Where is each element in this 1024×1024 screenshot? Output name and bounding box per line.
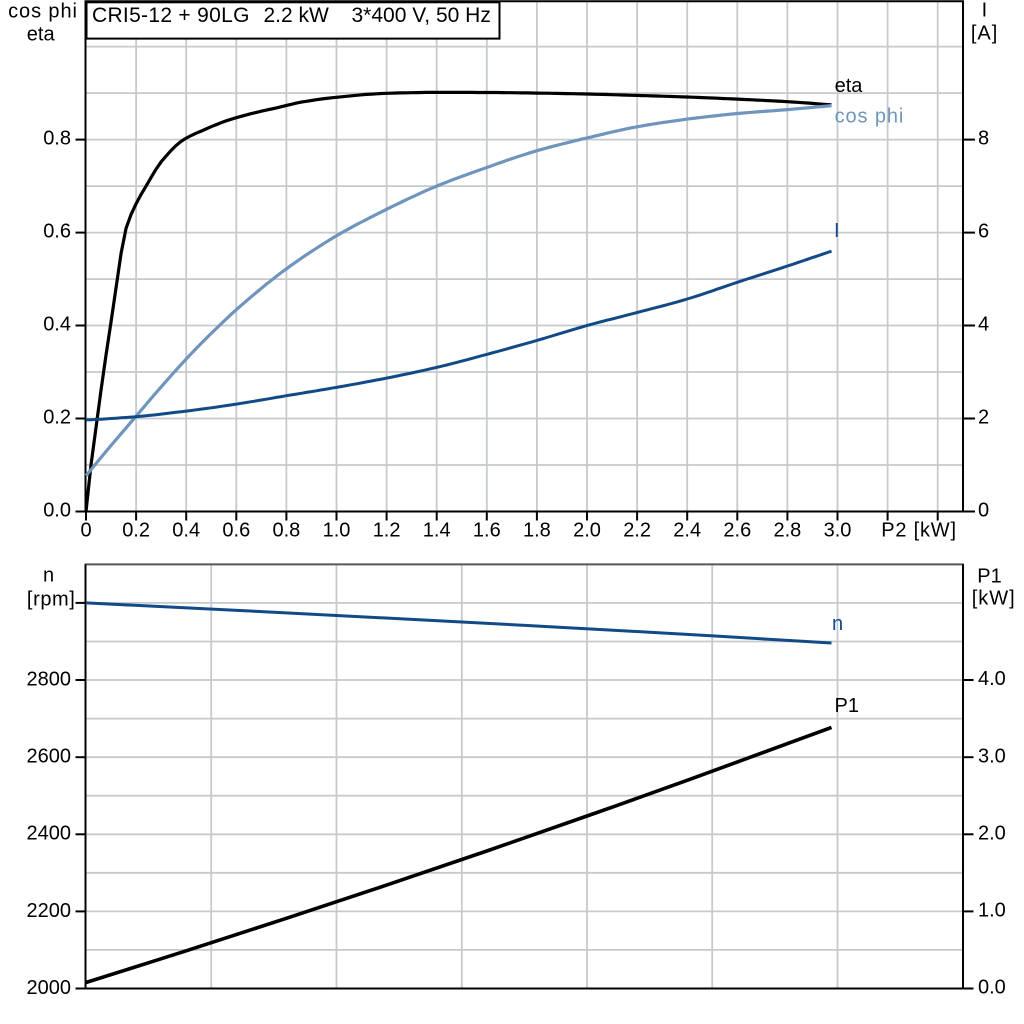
svg-text:2600: 2600 [27,746,72,768]
svg-text:2200: 2200 [27,900,72,922]
svg-text:0.4: 0.4 [43,314,71,336]
svg-text:2.8: 2.8 [773,520,801,542]
svg-text:n: n [832,613,843,635]
svg-text:6: 6 [978,221,989,243]
svg-text:2: 2 [978,407,989,429]
svg-text:eta: eta [835,75,864,97]
svg-text:0: 0 [978,500,989,522]
svg-text:8: 8 [978,128,989,150]
svg-text:0.8: 0.8 [272,520,300,542]
svg-text:[A]: [A] [971,22,998,44]
svg-text:cos phi: cos phi [8,1,78,23]
svg-text:I: I [834,220,840,242]
svg-text:1.6: 1.6 [473,520,501,542]
svg-text:1.0: 1.0 [323,520,351,542]
svg-text:cos phi: cos phi [835,106,905,128]
svg-text:P1: P1 [977,566,1001,588]
svg-text:0.0: 0.0 [978,977,1006,999]
svg-text:0.4: 0.4 [172,520,200,542]
svg-text:P1: P1 [835,695,859,717]
svg-text:0.6: 0.6 [222,520,250,542]
svg-text:P2 [kW]: P2 [kW] [881,520,957,542]
svg-text:0.2: 0.2 [122,520,150,542]
svg-text:2800: 2800 [27,668,72,690]
svg-text:3.0: 3.0 [824,520,852,542]
svg-text:1.4: 1.4 [423,520,451,542]
svg-text:2.0: 2.0 [573,520,601,542]
svg-text:2.2 kW: 2.2 kW [264,4,330,27]
svg-text:2.6: 2.6 [723,520,751,542]
svg-text:CRI5-12 + 90LG: CRI5-12 + 90LG [92,4,250,27]
svg-text:0: 0 [80,520,91,542]
svg-text:3.0: 3.0 [978,745,1006,767]
svg-text:1.8: 1.8 [523,520,551,542]
svg-text:0.8: 0.8 [43,128,71,150]
svg-text:4.0: 4.0 [978,668,1006,690]
svg-text:3*400 V, 50 Hz: 3*400 V, 50 Hz [352,4,491,27]
svg-text:2400: 2400 [27,823,72,845]
svg-text:[kW]: [kW] [972,587,1016,609]
svg-text:2.4: 2.4 [673,520,701,542]
svg-text:eta: eta [27,23,56,45]
svg-text:[rpm]: [rpm] [27,588,76,610]
svg-text:2.0: 2.0 [978,823,1006,845]
svg-text:1.2: 1.2 [373,520,401,542]
svg-text:4: 4 [978,314,989,336]
svg-text:0.2: 0.2 [43,407,71,429]
svg-text:2000: 2000 [27,977,72,999]
svg-text:n: n [43,565,54,587]
svg-text:0.6: 0.6 [43,221,71,243]
svg-text:0.0: 0.0 [43,500,71,522]
svg-text:2.2: 2.2 [623,520,651,542]
svg-text:1.0: 1.0 [978,900,1006,922]
svg-text:I: I [982,0,988,21]
